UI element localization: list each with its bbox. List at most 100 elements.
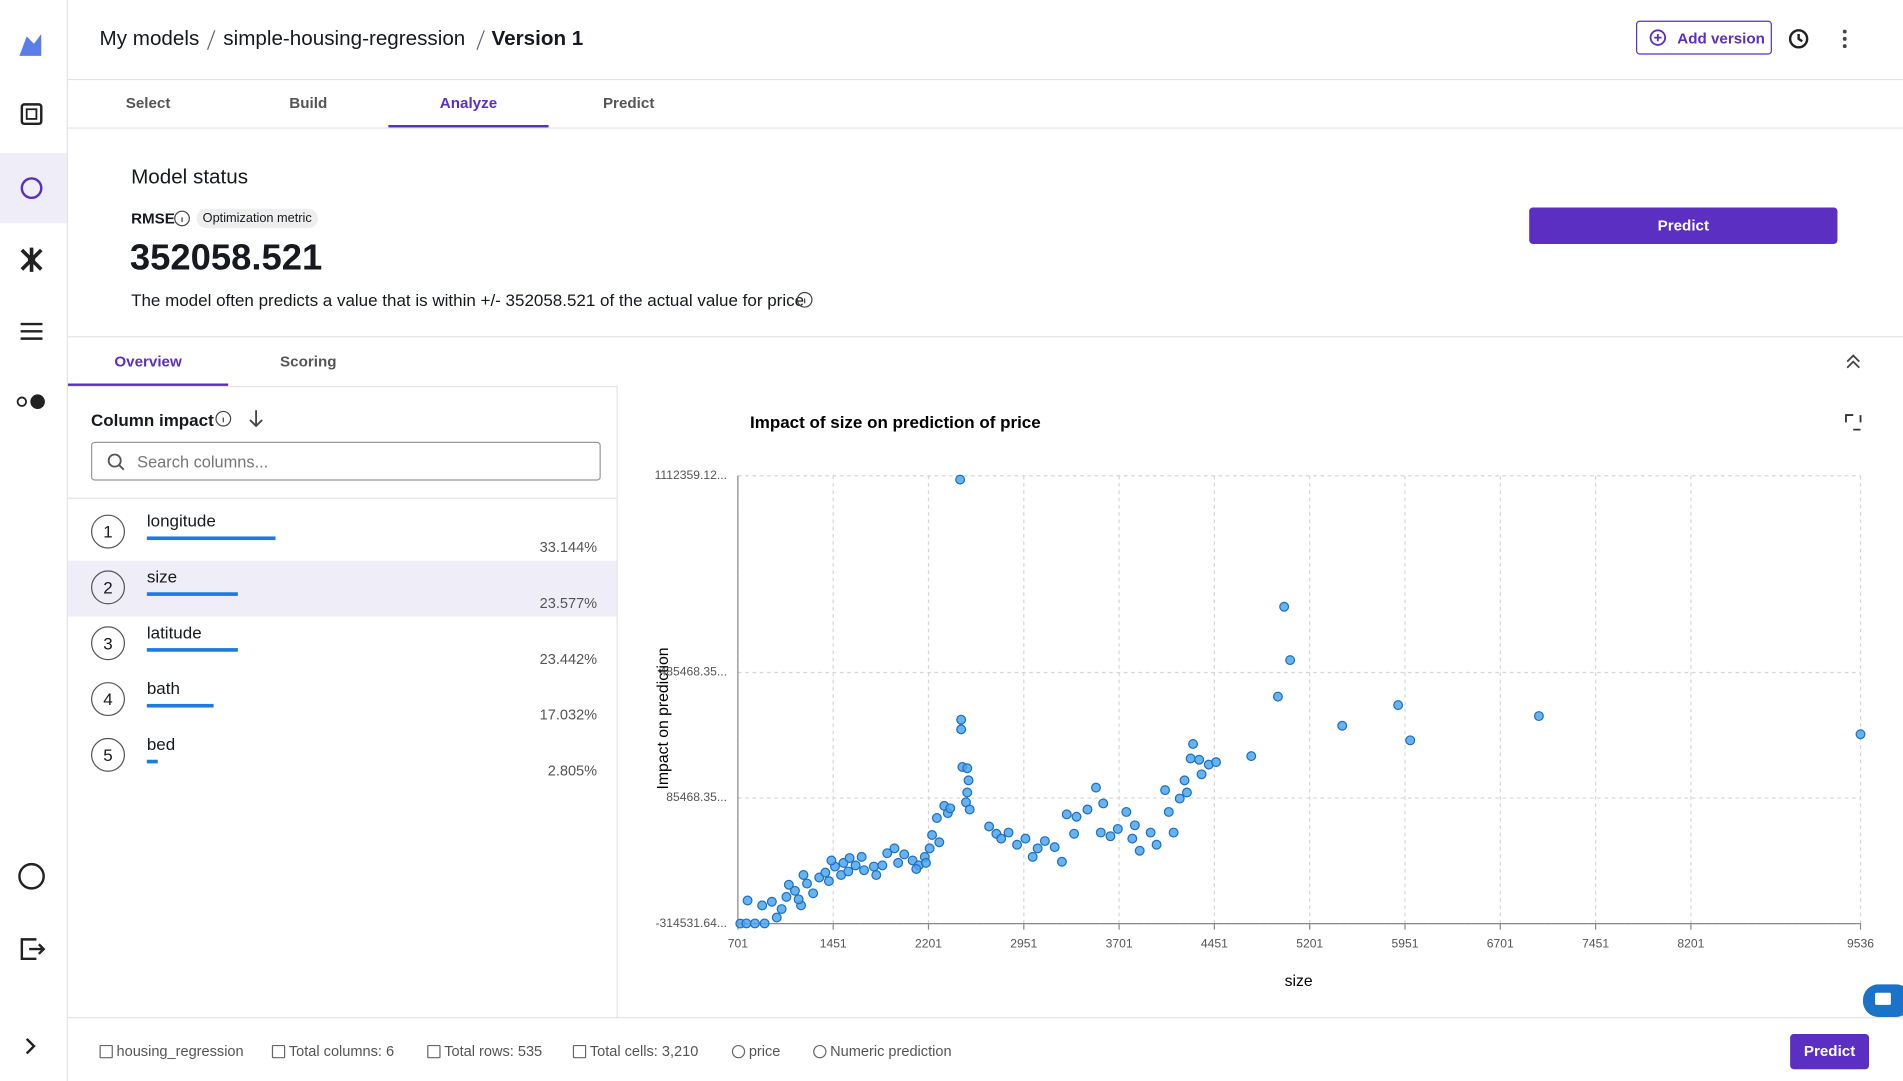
column-row[interactable]: 3 latitude 23.442% [68,617,617,673]
search-box[interactable]: Search columns... [91,441,601,481]
point[interactable] [882,848,893,859]
point[interactable] [962,763,973,774]
sub-tab[interactable]: Scoring [280,353,337,371]
point[interactable] [963,775,974,786]
menu-icon[interactable] [1840,28,1850,50]
point[interactable] [793,894,804,905]
point[interactable] [955,474,966,485]
breadcrumb[interactable]: My models [99,26,200,50]
point[interactable] [956,724,967,735]
point[interactable] [1163,806,1174,817]
point[interactable] [823,876,834,887]
point[interactable] [749,918,760,929]
point[interactable] [1121,806,1132,817]
info-icon[interactable] [215,410,232,427]
point[interactable] [771,912,782,923]
point[interactable] [1129,820,1140,831]
point[interactable] [789,885,800,896]
point[interactable] [1174,793,1185,804]
point[interactable] [920,857,931,868]
point[interactable] [1090,782,1101,793]
breadcrumb[interactable]: simple-housing-regression [223,26,466,50]
point[interactable] [1194,754,1205,765]
point[interactable] [826,855,837,866]
point[interactable] [1056,856,1067,867]
point[interactable] [1032,843,1043,854]
point[interactable] [1160,785,1171,796]
predict-button[interactable]: Predict [1529,207,1838,244]
point[interactable] [1061,809,1072,820]
point[interactable] [1082,804,1093,815]
point[interactable] [850,860,861,871]
point[interactable] [1188,738,1199,749]
point[interactable] [1027,851,1038,862]
point[interactable] [1145,827,1156,838]
point[interactable] [1179,775,1190,786]
point[interactable] [759,918,770,929]
point[interactable] [1285,655,1296,666]
point[interactable] [1196,769,1207,780]
point[interactable] [757,900,768,911]
point[interactable] [1098,798,1109,809]
point[interactable] [1337,720,1348,731]
point[interactable] [871,870,882,881]
help-icon[interactable] [18,862,45,890]
point[interactable] [844,853,855,864]
info-icon[interactable] [174,210,191,227]
point[interactable] [1168,827,1179,838]
point[interactable] [1012,839,1023,850]
predict-button[interactable]: Predict [1790,1034,1870,1070]
point[interactable] [781,891,792,902]
point[interactable] [808,888,819,899]
history-icon[interactable] [1788,28,1810,50]
point[interactable] [1049,842,1060,853]
point[interactable] [1127,833,1138,844]
point[interactable] [964,804,975,815]
point[interactable] [945,803,956,814]
point[interactable] [802,878,812,889]
point[interactable] [783,879,794,890]
chat-button[interactable] [1862,984,1903,1018]
point[interactable] [877,860,888,871]
point[interactable] [962,787,973,798]
point[interactable] [984,821,995,832]
column-row[interactable]: 2 size 23.577% [67,560,617,617]
point[interactable] [1405,735,1416,746]
point[interactable] [856,851,867,862]
point[interactable] [843,866,854,877]
sort-icon[interactable] [248,409,265,428]
point[interactable] [820,867,831,878]
point[interactable] [1071,811,1082,822]
point[interactable] [1181,787,1192,798]
point[interactable] [927,830,938,840]
point[interactable] [911,863,922,874]
point[interactable] [798,870,809,881]
tab[interactable]: Predict [602,94,655,112]
column-row[interactable]: 5 bed 2.805% [68,728,617,784]
tab[interactable]: Build [289,94,328,112]
point[interactable] [931,813,942,823]
column-row[interactable]: 1 longitude 33.144% [68,505,617,561]
point[interactable] [1185,753,1196,764]
point[interactable] [1134,845,1145,856]
tab[interactable]: Select [125,94,171,112]
point[interactable] [889,843,900,854]
point[interactable] [956,714,967,725]
point[interactable] [1211,757,1222,768]
tab[interactable]: Analyze [388,79,549,128]
point[interactable] [1151,839,1162,850]
point[interactable] [1855,729,1866,740]
point[interactable] [1393,700,1404,711]
point[interactable] [1003,827,1014,838]
point[interactable] [1095,827,1106,838]
info-icon[interactable] [796,291,813,308]
point[interactable] [1039,836,1050,847]
point[interactable] [1112,823,1123,834]
expand-icon[interactable] [25,1038,36,1055]
column-row[interactable]: 4 bath 17.032% [68,672,617,728]
point[interactable] [742,895,753,906]
add-version-button[interactable]: Add version [1636,20,1772,55]
sub-tab[interactable]: Overview [67,337,229,386]
point[interactable] [766,896,777,907]
point[interactable] [996,833,1007,844]
